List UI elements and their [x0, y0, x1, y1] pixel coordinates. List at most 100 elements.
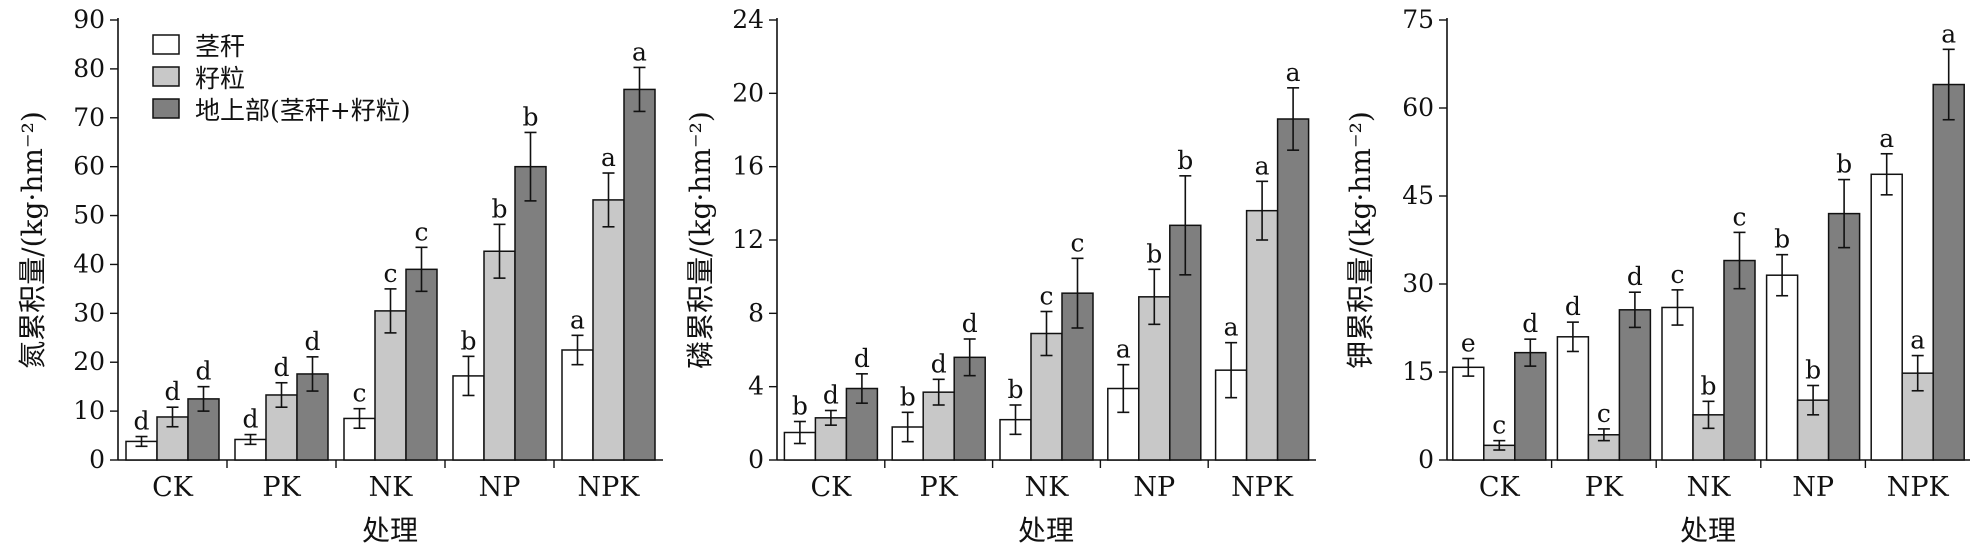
bar — [623, 88, 656, 461]
x-tick-label: CK — [1479, 472, 1521, 503]
significance-label: d — [133, 407, 149, 436]
significance-label: c — [1039, 282, 1053, 311]
significance-label: d — [1565, 292, 1581, 321]
significance-label: c — [1732, 202, 1746, 231]
significance-label: b — [522, 102, 538, 131]
x-tick-label: NK — [1025, 472, 1070, 503]
bar — [374, 310, 407, 461]
bar — [1452, 366, 1485, 461]
significance-label: c — [1597, 399, 1611, 428]
significance-label: b — [1836, 150, 1852, 179]
x-tick-label: NK — [369, 472, 414, 503]
x-tick-label: PK — [1585, 472, 1624, 503]
x-tick-label: CK — [152, 472, 194, 503]
legend-label-stem: 茎秆 — [195, 32, 245, 61]
significance-label: b — [1177, 146, 1193, 175]
significance-label: c — [352, 379, 366, 408]
significance-label: b — [1007, 375, 1023, 404]
significance-label: d — [195, 357, 211, 386]
y-tick-label: 0 — [89, 445, 105, 474]
significance-label: a — [1255, 151, 1270, 180]
bar — [514, 165, 547, 461]
significance-label: d — [962, 309, 978, 338]
bar — [1245, 209, 1279, 461]
legend-swatch-stem — [152, 34, 180, 55]
significance-label: d — [1522, 309, 1538, 338]
y-axis-title: 磷累积量/(kg·hm⁻²) — [684, 111, 717, 369]
x-tick-label: PK — [920, 472, 959, 503]
significance-label: d — [931, 349, 947, 378]
significance-label: c — [1492, 411, 1506, 440]
y-tick-label: 45 — [1402, 181, 1434, 210]
y-tick-label: 20 — [732, 78, 764, 107]
x-tick-label: NPK — [1887, 472, 1950, 503]
legend-label-grain: 籽粒 — [195, 64, 245, 93]
x-tick-label: NP — [1792, 472, 1834, 503]
significance-label: a — [1879, 124, 1894, 153]
bar — [1556, 336, 1590, 461]
x-tick-label: CK — [810, 472, 852, 503]
x-axis-title: 处理 — [1680, 514, 1736, 547]
bar — [1765, 274, 1799, 461]
significance-label: d — [304, 327, 320, 356]
bar — [1723, 259, 1756, 461]
y-tick-label: 40 — [73, 249, 105, 278]
y-axis-title: 氮累积量/(kg·hm⁻²) — [16, 111, 49, 369]
bar — [405, 268, 438, 461]
significance-label: c — [1070, 228, 1084, 257]
significance-label: d — [273, 353, 289, 382]
y-tick-label: 60 — [1402, 93, 1434, 122]
y-tick-label: 15 — [1402, 357, 1434, 386]
significance-label: b — [1805, 355, 1821, 384]
legend-swatch-grain — [152, 66, 180, 87]
significance-label: b — [460, 326, 476, 355]
y-tick-label: 60 — [73, 152, 105, 181]
legend-swatch-aboveground — [152, 98, 180, 119]
significance-label: d — [164, 377, 180, 406]
y-tick-label: 8 — [748, 298, 764, 327]
significance-label: b — [1700, 371, 1716, 400]
significance-label: a — [601, 143, 616, 172]
chart-panel-3: 01530456075CKecdPKdcdNKcbcNPbbbNPKaaa钾累积… — [1344, 5, 1970, 547]
bar — [1276, 118, 1310, 461]
bar — [1827, 212, 1861, 461]
significance-label: c — [383, 259, 397, 288]
significance-label: a — [1910, 326, 1925, 355]
significance-label: b — [792, 392, 808, 421]
x-tick-label: NK — [1687, 472, 1732, 503]
significance-label: a — [1286, 58, 1301, 87]
y-tick-label: 20 — [73, 347, 105, 376]
significance-label: d — [823, 381, 839, 410]
y-tick-label: 0 — [1418, 445, 1434, 474]
y-tick-label: 30 — [73, 298, 105, 327]
y-tick-label: 70 — [73, 103, 105, 132]
x-tick-label: NPK — [578, 472, 641, 503]
x-tick-label: PK — [262, 472, 301, 503]
significance-label: b — [1146, 239, 1162, 268]
y-tick-label: 10 — [73, 396, 105, 425]
y-tick-label: 4 — [748, 372, 764, 401]
significance-label: e — [1461, 329, 1476, 358]
x-tick-label: NP — [479, 472, 521, 503]
significance-label: a — [1224, 313, 1239, 342]
significance-label: d — [854, 344, 870, 373]
y-tick-label: 0 — [748, 445, 764, 474]
x-tick-label: NP — [1133, 472, 1175, 503]
significance-label: d — [1627, 262, 1643, 291]
significance-label: b — [1774, 225, 1790, 254]
bar — [483, 250, 516, 461]
bar — [1870, 173, 1903, 461]
x-tick-label: NPK — [1231, 472, 1294, 503]
bar — [592, 199, 625, 461]
y-axis-title: 钾累积量/(kg·hm⁻²) — [1344, 111, 1377, 369]
y-tick-label: 16 — [732, 152, 764, 181]
bar — [1618, 309, 1652, 461]
x-axis-title: 处理 — [1018, 514, 1074, 547]
significance-label: a — [632, 37, 647, 66]
significance-label: a — [570, 305, 585, 334]
legend-label-aboveground: 地上部(茎秆+籽粒) — [195, 96, 410, 125]
significance-label: d — [242, 405, 258, 434]
